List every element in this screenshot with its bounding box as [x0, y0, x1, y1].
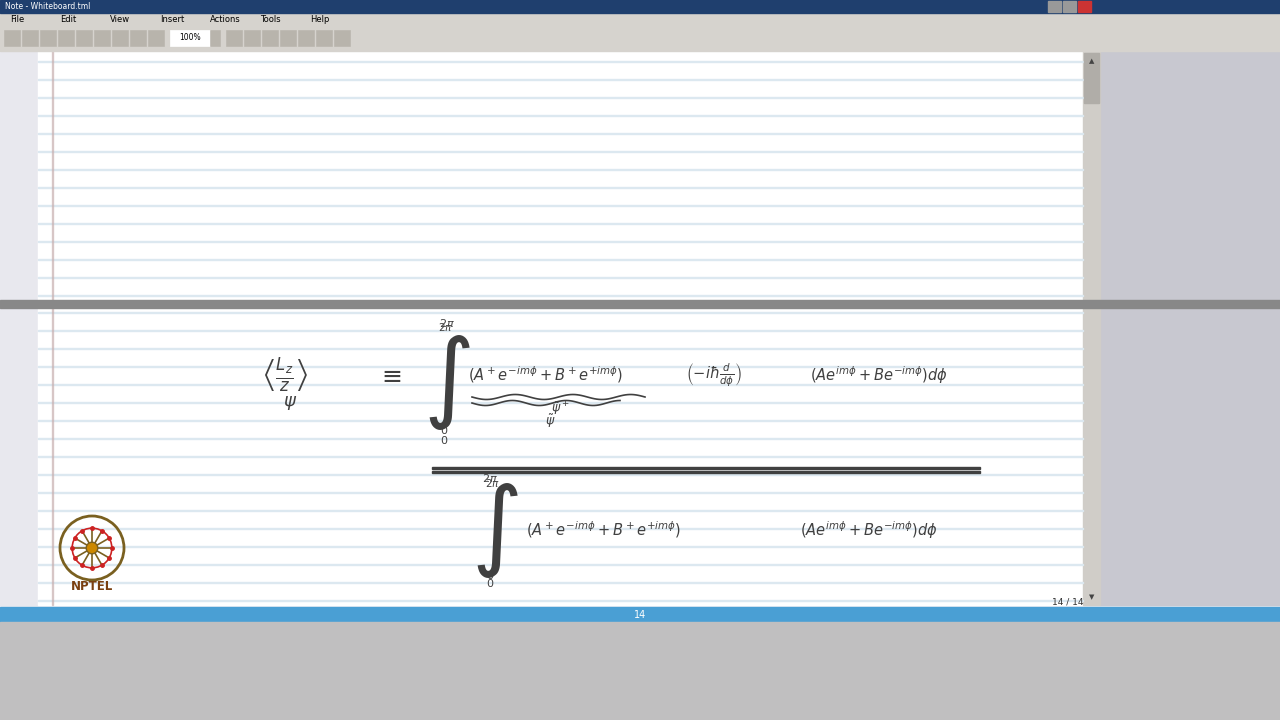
- Text: $\left(Ae^{im\phi} + Be^{-im\phi}\right)d\phi$: $\left(Ae^{im\phi} + Be^{-im\phi}\right)…: [810, 364, 948, 386]
- Circle shape: [86, 542, 97, 554]
- Text: $\left\langle \frac{L_z}{z} \right\rangle$: $\left\langle \frac{L_z}{z} \right\rangl…: [261, 356, 308, 394]
- Bar: [38, 115, 1083, 116]
- Text: $\left(A^+e^{-im\phi} + B^+e^{+im\phi}\right)$: $\left(A^+e^{-im\phi} + B^+e^{+im\phi}\r…: [526, 520, 681, 540]
- Text: $0$: $0$: [486, 577, 494, 589]
- Text: $\int$: $\int$: [471, 480, 518, 580]
- Bar: [280, 30, 296, 46]
- Text: Help: Help: [310, 16, 329, 24]
- Bar: [22, 30, 38, 46]
- Bar: [38, 51, 1083, 605]
- Bar: [433, 467, 980, 469]
- Text: $2\pi$: $2\pi$: [485, 477, 499, 489]
- Bar: [334, 30, 349, 46]
- Bar: [0, 0, 1280, 13]
- Bar: [40, 30, 56, 46]
- Bar: [38, 79, 1083, 80]
- Bar: [262, 30, 278, 46]
- Bar: [38, 277, 1083, 278]
- Text: 14: 14: [634, 610, 646, 619]
- Bar: [38, 259, 1083, 260]
- Bar: [0, 607, 1280, 622]
- Bar: [38, 205, 1083, 206]
- Bar: [38, 169, 1083, 170]
- Text: $\left(A^+e^{-im\phi} + B^+e^{+im\phi}\right)$: $\left(A^+e^{-im\phi} + B^+e^{+im\phi}\r…: [468, 364, 623, 385]
- Text: $\tilde{\psi}^+$: $\tilde{\psi}^+$: [550, 400, 570, 418]
- Bar: [316, 30, 332, 46]
- Bar: [58, 30, 74, 46]
- Bar: [433, 471, 980, 473]
- Bar: [113, 30, 128, 46]
- Text: File: File: [10, 16, 24, 24]
- Bar: [38, 295, 1083, 296]
- Text: NPTEL: NPTEL: [70, 580, 113, 593]
- Text: Edit: Edit: [60, 16, 77, 24]
- Text: $\tilde{\psi}$: $\tilde{\psi}$: [545, 413, 556, 430]
- Text: Insert: Insert: [160, 16, 184, 24]
- Bar: [0, 51, 1280, 605]
- Text: ▲: ▲: [1089, 58, 1094, 64]
- Bar: [4, 30, 20, 46]
- Bar: [1100, 51, 1280, 605]
- Bar: [0, 51, 38, 605]
- Text: $2\pi$: $2\pi$: [439, 317, 454, 329]
- Bar: [1078, 1, 1091, 12]
- Bar: [1048, 1, 1061, 12]
- Text: $2\pi$: $2\pi$: [483, 472, 498, 484]
- Text: Actions: Actions: [210, 16, 241, 24]
- Text: $0$: $0$: [440, 424, 448, 436]
- Bar: [227, 30, 242, 46]
- Bar: [76, 30, 92, 46]
- Bar: [0, 622, 1280, 720]
- Bar: [38, 151, 1083, 152]
- Bar: [0, 27, 1280, 51]
- Bar: [38, 223, 1083, 224]
- Text: ▼: ▼: [1089, 594, 1094, 600]
- Bar: [170, 30, 210, 46]
- Text: $\psi$: $\psi$: [283, 394, 297, 412]
- Bar: [0, 300, 1280, 308]
- Bar: [244, 30, 260, 46]
- Bar: [131, 30, 146, 46]
- Text: $\left(-i\hbar\frac{d}{d\phi}\right)$: $\left(-i\hbar\frac{d}{d\phi}\right)$: [686, 361, 742, 389]
- Bar: [38, 133, 1083, 134]
- Text: $0$: $0$: [486, 569, 494, 581]
- Bar: [1084, 53, 1100, 103]
- Bar: [148, 30, 164, 46]
- Text: $2\pi$: $2\pi$: [438, 321, 453, 333]
- Bar: [93, 30, 110, 46]
- Text: 100%: 100%: [179, 34, 201, 42]
- Text: $\int$: $\int$: [424, 333, 471, 431]
- Text: $0$: $0$: [440, 434, 448, 446]
- Bar: [38, 241, 1083, 242]
- Bar: [1062, 1, 1076, 12]
- Bar: [38, 187, 1083, 188]
- Text: View: View: [110, 16, 131, 24]
- Bar: [298, 30, 314, 46]
- Bar: [0, 13, 1280, 27]
- Bar: [210, 30, 220, 46]
- Bar: [38, 97, 1083, 98]
- Text: $\left(Ae^{im\phi} + Be^{-im\phi}\right)d\phi$: $\left(Ae^{im\phi} + Be^{-im\phi}\right)…: [800, 519, 938, 541]
- Bar: [1083, 51, 1100, 605]
- Text: 14 / 14: 14 / 14: [1052, 598, 1084, 606]
- Bar: [38, 61, 1083, 62]
- Text: Tools: Tools: [260, 16, 280, 24]
- Text: $\equiv$: $\equiv$: [378, 363, 403, 387]
- Text: Note - Whiteboard.tml: Note - Whiteboard.tml: [5, 2, 91, 11]
